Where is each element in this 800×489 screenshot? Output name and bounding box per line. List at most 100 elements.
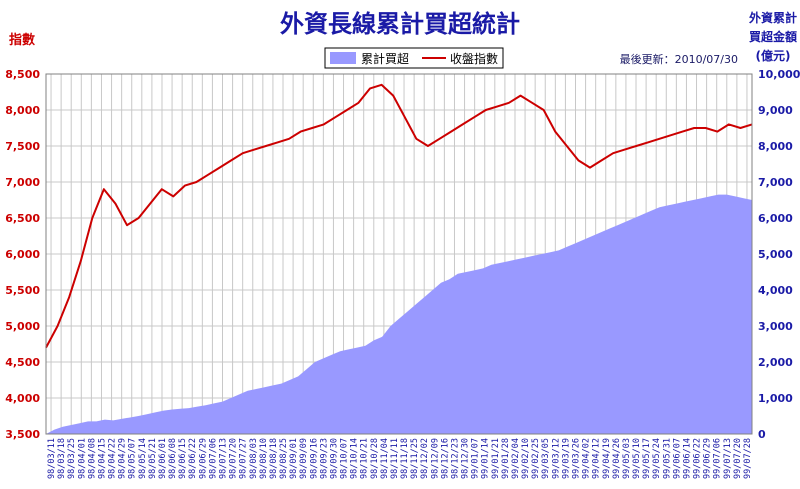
- x-tick-label: 98/11/25: [410, 438, 420, 479]
- x-tick-label: 98/04/15: [97, 438, 107, 479]
- right-tick-label: 9,000: [758, 104, 793, 117]
- left-tick-labels: 3,500 4,000 4,500 5,000 5,500 6,000 6,500 7,000…: [5, 68, 40, 441]
- x-tick-label: 99/05/17: [642, 438, 652, 479]
- left-tick-label: 6,000: [5, 248, 40, 261]
- x-tick-label: 98/05/07: [128, 438, 138, 479]
- line-series-close-index: [45, 83, 753, 349]
- x-tick-label: 99/07/28: [743, 438, 753, 479]
- right-tick-label: 5,000: [758, 248, 793, 261]
- x-tick-label: 98/11/18: [400, 438, 410, 479]
- x-tick-label: 98/04/01: [77, 438, 87, 479]
- x-tick-label: 99/02/25: [531, 438, 541, 479]
- x-tick-label: 98/10/07: [340, 438, 350, 479]
- chart-title: 外資長線累計買超統計: [280, 10, 520, 38]
- x-tick-label: 99/04/12: [592, 438, 602, 479]
- x-tick-label: 98/09/01: [289, 438, 299, 479]
- x-tick-label: 98/09/30: [329, 438, 339, 479]
- x-tick-label: 99/07/06: [713, 438, 723, 479]
- x-tick-label: 98/03/11: [47, 438, 57, 479]
- x-tick-label: 99/04/19: [602, 438, 612, 479]
- x-tick-label: 98/06/08: [168, 438, 178, 479]
- x-tick-label: 99/06/07: [672, 438, 682, 479]
- right-tick-labels: 0 1,000 2,000 3,000 4,000 5,000 6,000 7,000 8,00…: [758, 68, 800, 441]
- x-tick-label: 99/05/24: [652, 438, 662, 479]
- x-tick-label: 98/06/22: [188, 438, 198, 479]
- x-tick-label: 98/08/10: [259, 438, 269, 479]
- x-tick-label: 98/05/21: [148, 438, 158, 479]
- legend: 累計買超 收盤指數: [324, 47, 504, 69]
- x-tick-label: 99/04/02: [582, 438, 592, 479]
- x-tick-label: 99/06/29: [703, 438, 713, 479]
- right-tick-label: 10,000: [758, 68, 800, 81]
- x-tick-label: 99/04/26: [612, 438, 622, 479]
- legend-swatch-area: [330, 52, 356, 64]
- x-tick-label: 98/03/25: [67, 438, 77, 479]
- x-tick-label: 98/12/30: [461, 438, 471, 479]
- x-tick-label: 98/09/09: [299, 438, 309, 479]
- x-tick-label: 99/01/14: [481, 438, 491, 479]
- x-tick-label: 98/06/01: [158, 438, 168, 479]
- x-tick-label: 98/04/08: [87, 438, 97, 479]
- legend-frame: [324, 47, 504, 69]
- x-tick-label: 98/08/03: [249, 438, 259, 479]
- x-tick-label: 98/12/02: [420, 438, 430, 479]
- left-axis-title: 指數: [9, 32, 35, 48]
- updated-label: 最後更新：2010/07/30: [620, 52, 738, 66]
- x-tick-label: 98/07/13: [219, 438, 229, 479]
- x-tick-label: 98/08/25: [279, 438, 289, 479]
- x-tick-label: 99/05/31: [662, 438, 672, 479]
- x-tick-label: 99/01/07: [471, 438, 481, 479]
- area-series-cumulative-buy: [46, 194, 752, 434]
- left-tick-label: 8,500: [5, 68, 40, 81]
- x-tick-label: 99/07/20: [733, 438, 743, 479]
- x-tick-label: 98/07/27: [239, 438, 249, 479]
- x-tick-label: 98/05/14: [138, 438, 148, 479]
- x-tick-label: 99/02/10: [521, 438, 531, 479]
- x-tick-label: 99/03/05: [541, 438, 551, 479]
- x-tick-labels: 98/03/11 98/03/18 98/03/25 98/04/01 98/04/08…: [47, 438, 753, 479]
- x-tick-label: 98/04/22: [108, 438, 118, 479]
- left-tick-label: 4,500: [5, 356, 40, 369]
- left-tick-label: 5,500: [5, 284, 40, 297]
- left-tick-label: 7,500: [5, 140, 40, 153]
- x-tick-label: 99/03/26: [572, 438, 582, 479]
- x-tick-label: 99/06/14: [682, 438, 692, 479]
- x-tick-label: 98/10/21: [360, 438, 370, 479]
- x-tick-label: 98/07/20: [229, 438, 239, 479]
- left-tick-label: 5,000: [5, 320, 40, 333]
- right-axis-title-line3: (億元): [756, 48, 791, 63]
- x-tick-label: 98/08/18: [269, 438, 279, 479]
- x-tick-label: 98/10/14: [350, 438, 360, 479]
- x-tick-label: 98/12/23: [450, 438, 460, 479]
- right-tick-label: 1,000: [758, 392, 793, 405]
- x-tick-label: 99/07/13: [723, 438, 733, 479]
- x-tick-label: 98/09/16: [309, 438, 319, 479]
- right-tick-label: 2,000: [758, 356, 793, 369]
- x-tick-label: 98/07/06: [208, 438, 218, 479]
- x-tick-label: 98/03/18: [57, 438, 67, 479]
- x-tick-label: 99/05/10: [632, 438, 642, 479]
- x-tick-label: 99/02/04: [511, 438, 521, 479]
- x-tick-label: 99/05/03: [622, 438, 632, 479]
- right-axis-title-line1: 外資累計: [749, 10, 797, 25]
- x-tick-label: 99/03/19: [561, 438, 571, 479]
- x-tick-label: 98/12/09: [430, 438, 440, 479]
- x-tick-label: 98/12/16: [440, 438, 450, 479]
- x-tick-label: 98/09/23: [319, 438, 329, 479]
- right-tick-label: 8,000: [758, 140, 793, 153]
- legend-label-line: 收盤指數: [450, 51, 498, 66]
- area-series-group: [46, 194, 752, 434]
- right-tick-label: 0: [758, 428, 766, 441]
- x-tick-label: 98/11/04: [380, 438, 390, 479]
- right-tick-label: 6,000: [758, 212, 793, 225]
- x-tick-label: 98/04/29: [118, 438, 128, 479]
- legend-label-area: 累計買超: [361, 51, 409, 66]
- right-axis-title-line2: 買超金額: [749, 29, 797, 44]
- line-series-group: [45, 83, 753, 349]
- left-tick-label: 8,000: [5, 104, 40, 117]
- x-tick-label: 99/03/12: [551, 438, 561, 479]
- x-tick-label: 99/01/21: [491, 438, 501, 479]
- x-tick-label: 99/01/28: [501, 438, 511, 479]
- right-tick-label: 7,000: [758, 176, 793, 189]
